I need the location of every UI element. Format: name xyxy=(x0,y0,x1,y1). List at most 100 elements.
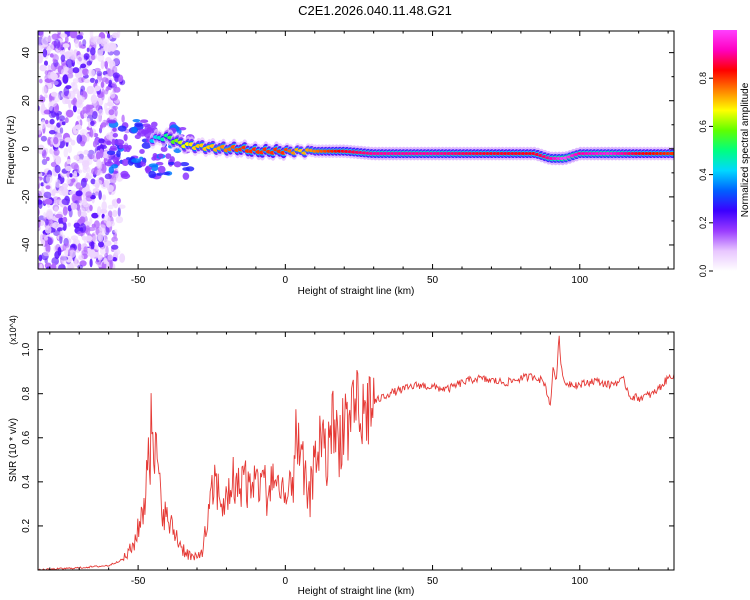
spectrogram-cell xyxy=(105,140,112,146)
spectrogram-cell xyxy=(185,166,195,172)
spectrogram-cell xyxy=(90,47,96,56)
spectrogram-cell xyxy=(118,204,126,209)
spectrogram-cell xyxy=(80,207,86,217)
spectrogram-cell xyxy=(99,247,106,255)
spectrogram-cell xyxy=(106,101,114,107)
spectrogram-cell xyxy=(77,108,81,115)
spectrogram-x-label: Height of straight line (km) xyxy=(298,286,415,297)
spectrogram-cell xyxy=(48,101,54,111)
spectrogram-cell xyxy=(91,54,96,61)
spectrogram-cell xyxy=(112,156,120,163)
spectrogram-cell xyxy=(108,79,113,85)
spectrogram-cell xyxy=(141,142,152,149)
spectrogram-cell xyxy=(72,104,77,113)
spectrogram-cell xyxy=(42,251,51,257)
spectrogram-cell xyxy=(116,150,121,158)
spectrogram-cell xyxy=(111,236,118,243)
spectrogram-cell xyxy=(55,213,63,219)
spectrogram-cell xyxy=(78,56,82,62)
spectrogram-cell xyxy=(56,112,60,121)
spectrogram-cell xyxy=(64,117,69,124)
spectrogram-cell xyxy=(45,36,53,42)
spectrogram-y-tick-label: 0 xyxy=(21,146,32,152)
spectrogram-cell xyxy=(112,133,119,138)
spectrogram-cell xyxy=(131,126,138,133)
spectrogram-cell xyxy=(67,144,73,154)
spectrogram-cell xyxy=(101,77,109,83)
spectrogram-cell xyxy=(44,198,53,205)
spectrogram-cell xyxy=(39,96,46,103)
spectrogram-cell xyxy=(52,222,60,229)
spectrogram-cell xyxy=(113,50,121,56)
colorbar-tick-label: 0.4 xyxy=(698,168,708,181)
spectrogram-cells xyxy=(38,31,674,269)
spectrogram-cell xyxy=(99,148,104,159)
colorbar-label: Normalized spectral amplitude xyxy=(740,82,750,217)
spectrogram-cell xyxy=(58,115,65,122)
spectrogram-cell xyxy=(44,60,48,66)
spectrogram-cell xyxy=(92,188,100,194)
spectrogram-cell xyxy=(148,163,159,168)
spectrogram-cell xyxy=(59,33,68,38)
spectrogram-cell xyxy=(50,72,58,81)
spectrogram-cell xyxy=(48,130,56,135)
spectrogram-cell xyxy=(162,171,171,176)
spectrogram-cell xyxy=(165,153,172,160)
spectrogram-cell xyxy=(105,238,109,247)
spectrogram-y-tick-label: 40 xyxy=(21,47,32,59)
spectrogram-cell xyxy=(108,109,115,116)
spectrogram-cell xyxy=(108,166,115,174)
spectrogram-cell xyxy=(61,97,68,105)
snr-y-tick-label: 0.2 xyxy=(21,519,32,533)
spectrogram-cell xyxy=(77,243,82,252)
spectrogram-cell xyxy=(72,67,80,74)
spectrogram-cell xyxy=(67,90,76,100)
spectrogram-cell xyxy=(132,119,141,123)
spectrogram-cell xyxy=(59,186,67,194)
spectrogram-cell xyxy=(87,104,95,110)
figure-title: C2E1.2026.040.11.48.G21 xyxy=(298,3,452,18)
spectrogram-cell xyxy=(76,150,85,161)
spectrogram-cell xyxy=(87,69,95,77)
snr-y-tick-label: 0.8 xyxy=(21,386,32,400)
spectrogram-cell xyxy=(125,146,131,153)
spectrogram-cell xyxy=(56,227,63,232)
snr-x-label: Height of straight line (km) xyxy=(298,586,415,597)
spectrogram-cell xyxy=(79,223,87,233)
spectrogram-cell xyxy=(92,235,99,243)
spectrogram-y-ticks: -40 -20 0 20 40 xyxy=(21,47,674,270)
spectrogram-cell xyxy=(46,45,52,54)
colorbar-tick-label: 0.6 xyxy=(698,120,708,133)
spectrogram-cell xyxy=(62,74,69,84)
spectrogram-cell xyxy=(69,31,78,39)
spectrogram-cell xyxy=(38,200,43,209)
spectrogram-cell xyxy=(121,114,125,123)
spectrogram-cell xyxy=(101,201,107,212)
spectrogram-cell xyxy=(103,43,110,52)
spectrogram-cell xyxy=(105,245,109,255)
spectrogram-cell xyxy=(120,170,129,178)
colorbar-tick-label: 0.8 xyxy=(698,72,708,85)
spectrogram-cell xyxy=(111,244,119,250)
spectrogram-cell xyxy=(139,156,144,160)
spectrogram-cell xyxy=(95,191,99,196)
spectrogram-cell xyxy=(78,195,82,200)
spectrogram-cell xyxy=(100,122,107,128)
spectrogram-cell xyxy=(77,264,83,269)
spectrogram-cell xyxy=(78,41,82,49)
spectrogram-cell xyxy=(100,144,107,150)
spectrogram-cell xyxy=(179,162,190,167)
spectrogram-cell xyxy=(63,147,69,158)
spectrogram-cell xyxy=(69,249,76,258)
spectrogram-cell xyxy=(111,138,116,146)
spectrogram-cell xyxy=(103,215,111,224)
spectrogram-cell xyxy=(106,150,116,156)
spectrogram-cell xyxy=(73,170,78,177)
spectrogram-cell xyxy=(70,162,79,170)
spectrogram-cell xyxy=(90,120,95,127)
spectrogram-cell xyxy=(140,129,149,135)
spectrogram-cell xyxy=(96,114,102,123)
spectrogram-cell xyxy=(48,93,53,103)
spectrogram-cell xyxy=(61,121,66,126)
spectrogram-cell xyxy=(67,205,72,212)
